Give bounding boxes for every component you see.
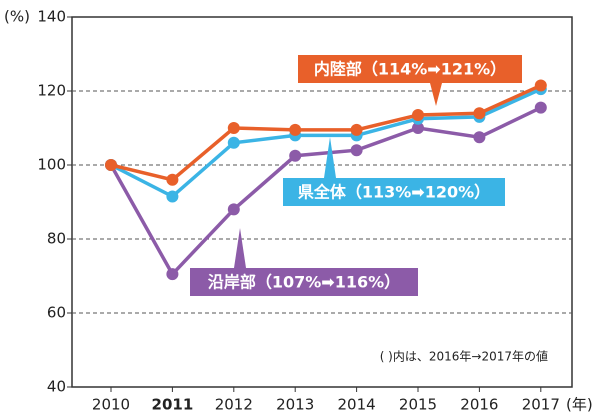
callout-box [298,55,522,83]
callout-pointer [234,228,246,268]
legend-label: 沿岸部（107%➡116%） [208,273,400,292]
y-tick-label: 120 [37,82,66,100]
marker [227,122,240,134]
callout-box [283,178,505,206]
legend-label: 内陸部（114%➡121%） [314,60,506,79]
marker [166,268,179,281]
marker [105,159,117,171]
callout-pointer [324,137,336,178]
marker [534,79,547,92]
series-line [109,106,542,278]
marker [289,149,302,162]
marker [350,123,363,136]
marker [534,101,547,114]
callout-box [190,268,418,296]
marker [227,203,240,216]
y-tick-label: 60 [47,304,66,322]
y-tick-label: 100 [37,156,66,174]
marker [412,122,424,134]
marker [473,107,486,120]
y-tick-label: 140 [37,8,66,26]
x-tick-label: 2012 [215,396,253,414]
y-tick-label: 80 [47,230,66,248]
marker [166,190,179,203]
x-tick-label: 2011 [152,396,194,414]
annotation: ( )内は、2016年→2017年の値 [380,349,548,364]
x-tick-label: 2013 [276,396,314,414]
marker [289,123,302,136]
marker [227,136,240,149]
legend-label: 県全体（113%➡120%） [298,183,490,202]
x-tick-label: 2017 [522,396,560,414]
x-tick-label: 2016 [460,396,498,414]
callout-pointer [430,83,442,106]
marker [412,109,424,122]
series-line [110,87,542,199]
y-unit: (%) [4,8,30,26]
y-tick-label: 40 [47,378,66,396]
series-line [110,83,542,182]
marker [350,144,363,157]
x-tick-label: 2010 [92,396,130,414]
x-unit: (年) [566,396,593,414]
x-tick-label: 2014 [338,396,376,414]
x-tick-label: 2015 [399,396,437,414]
marker [166,173,179,186]
marker [473,131,486,144]
